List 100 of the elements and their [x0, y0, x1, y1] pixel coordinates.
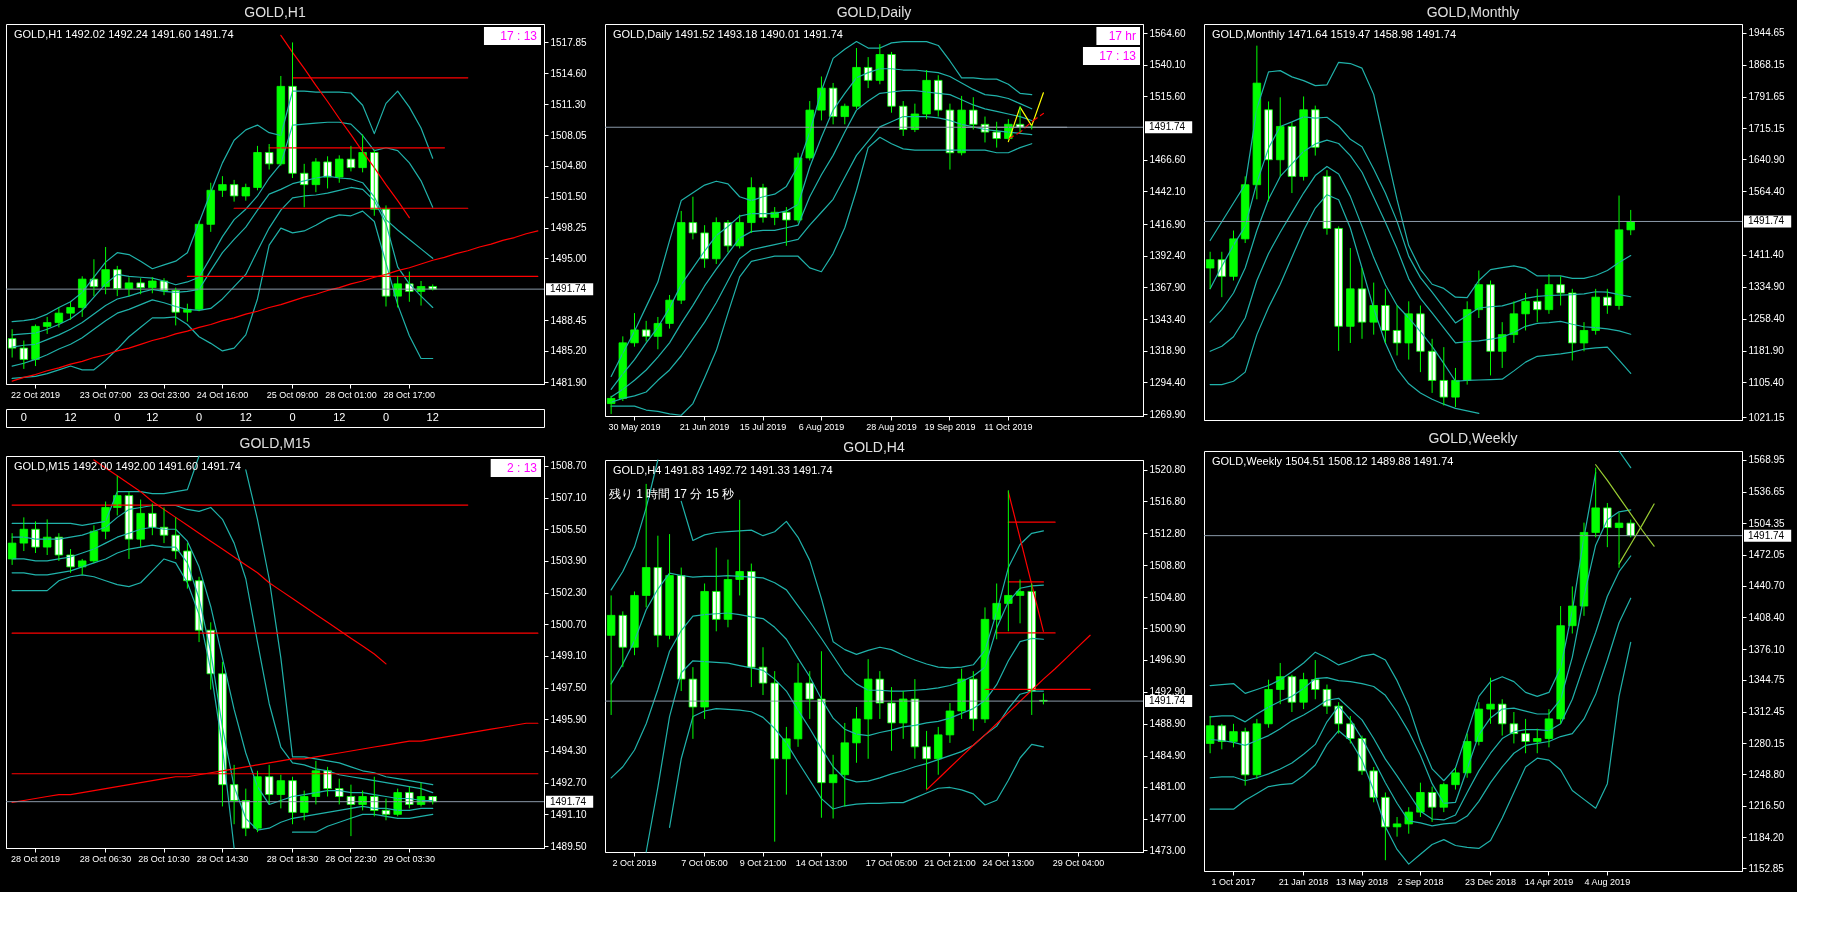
- ref-line-label: 1491.74: [1748, 215, 1785, 227]
- y-tick-label: 1504.80: [1149, 591, 1187, 603]
- chart-subtitle: GOLD,H4 1491.83 1492.72 1491.33 1491.74: [613, 464, 833, 476]
- chart-title: GOLD,Daily: [836, 4, 912, 20]
- y-tick-label: 1488.90: [1149, 718, 1187, 730]
- y-tick-label: 1181.90: [1748, 345, 1785, 356]
- chart-subtitle: GOLD,Monthly 1471.64 1519.47 1458.98 1491.74: [1212, 28, 1457, 40]
- y-tick-label: 1280.15: [1748, 737, 1786, 749]
- x-tick-label: 13 May 2018: [1335, 876, 1389, 887]
- y-tick-label: 1516.80: [1149, 495, 1187, 507]
- x-tick-label: 28 Oct 2019: [10, 853, 61, 864]
- category-label: 0: [20, 411, 27, 423]
- y-tick-label: 1312.45: [1748, 706, 1786, 718]
- x-tick-label: 28 Oct 14:30: [196, 853, 249, 864]
- x-tick-label: 28 Oct 17:00: [383, 389, 436, 400]
- y-tick-label: 1640.90: [1748, 153, 1786, 165]
- category-label: 0: [114, 411, 121, 423]
- x-tick-label: 24 Oct 13:00: [982, 857, 1035, 868]
- annotation: 17 hr: [1108, 29, 1136, 43]
- category-label: 12: [333, 411, 346, 423]
- y-tick-label: 1466.60: [1149, 154, 1187, 166]
- chart-subtitle: GOLD,H1 1492.02 1492.24 1491.60 1491.74: [14, 28, 234, 40]
- y-tick-label: 1440.70: [1748, 580, 1786, 592]
- y-tick-label: 1536.65: [1748, 486, 1786, 498]
- y-tick-label: 1408.40: [1748, 611, 1786, 623]
- x-tick-label: 28 Aug 2019: [866, 421, 917, 432]
- y-tick-label: 1504.80: [550, 160, 588, 172]
- y-tick-label: 1477.00: [1149, 813, 1187, 825]
- y-tick-label: 1499.10: [550, 650, 588, 662]
- y-tick-label: 1481.90: [550, 376, 588, 388]
- y-tick-label: 1564.40: [1748, 185, 1786, 197]
- x-tick-label: 22 Oct 2019: [10, 389, 61, 400]
- y-tick-label: 1502.30: [550, 587, 588, 599]
- y-tick-label: 1568.95: [1748, 454, 1786, 466]
- ref-line-label: 1491.74: [550, 283, 587, 295]
- y-tick-label: 1868.15: [1748, 59, 1786, 71]
- chart-title: GOLD,Weekly: [1428, 430, 1518, 447]
- x-tick-label: 28 Oct 18:30: [266, 853, 319, 864]
- y-tick-label: 1248.80: [1748, 768, 1786, 780]
- x-tick-label: 28 Oct 01:00: [325, 389, 377, 400]
- x-tick-label: 14 Apr 2019: [1524, 876, 1574, 887]
- y-tick-label: 1216.50: [1748, 800, 1786, 812]
- y-tick-label: 1504.35: [1748, 517, 1786, 529]
- y-tick-label: 1472.05: [1748, 549, 1786, 561]
- y-tick-label: 1505.50: [550, 523, 588, 535]
- category-label: 12: [426, 411, 439, 423]
- y-tick-label: 1481.00: [1149, 781, 1187, 793]
- y-tick-label: 1442.10: [1149, 185, 1187, 197]
- y-tick-label: 1514.60: [550, 67, 588, 79]
- y-tick-label: 1517.85: [550, 36, 588, 48]
- x-tick-label: 1 Oct 2017: [1211, 876, 1256, 887]
- x-tick-label: 23 Dec 2018: [1465, 876, 1517, 887]
- y-tick-label: 1507.10: [550, 492, 588, 504]
- y-tick-label: 1540.10: [1149, 59, 1187, 71]
- x-tick-label: 2 Oct 2019: [612, 857, 657, 868]
- category-label: 12: [64, 411, 77, 423]
- y-tick-label: 1021.15: [1748, 411, 1786, 423]
- ref-line-label: 1491.74: [1149, 121, 1186, 133]
- x-tick-label: 6 Aug 2019: [798, 421, 845, 432]
- x-tick-label: 30 May 2019: [608, 421, 661, 432]
- y-tick-label: 1269.90: [1149, 408, 1187, 420]
- x-tick-label: 15 Jul 2019: [739, 421, 787, 432]
- chart-title: GOLD,H1: [244, 4, 306, 20]
- x-tick-label: 2 Sep 2018: [1397, 876, 1444, 887]
- category-label: 12: [239, 411, 252, 423]
- y-tick-label: 1515.60: [1149, 90, 1187, 102]
- x-tick-label: 7 Oct 05:00: [681, 857, 728, 868]
- x-tick-label: 19 Sep 2019: [924, 421, 976, 432]
- y-tick-label: 1484.90: [1149, 750, 1187, 762]
- x-tick-label: 28 Oct 10:30: [138, 853, 190, 864]
- x-tick-label: 21 Oct 21:00: [924, 857, 976, 868]
- chart-title: GOLD,M15: [239, 435, 311, 452]
- y-tick-label: 1495.90: [550, 713, 588, 725]
- y-tick-label: 1392.40: [1149, 250, 1187, 262]
- y-tick-label: 1520.80: [1149, 464, 1187, 476]
- annotation: 17 : 13: [500, 29, 538, 43]
- y-tick-label: 1497.50: [550, 682, 588, 694]
- x-tick-label: 4 Aug 2019: [1584, 876, 1631, 887]
- ref-line-label: 1491.74: [550, 795, 587, 807]
- chart-subtitle: GOLD,Weekly 1504.51 1508.12 1489.88 1491.74: [1212, 455, 1454, 467]
- y-tick-label: 1343.40: [1149, 313, 1187, 325]
- x-tick-label: 21 Jun 2019: [679, 421, 730, 432]
- x-tick-label: 28 Oct 22:30: [325, 853, 377, 864]
- x-tick-label: 23 Oct 23:00: [138, 389, 190, 400]
- y-tick-label: 1511.30: [550, 98, 587, 110]
- annotation: 2 : 13: [506, 461, 538, 475]
- y-tick-label: 1944.65: [1748, 27, 1786, 39]
- y-tick-label: 1492.90: [1149, 686, 1187, 698]
- x-tick-label: 24 Oct 16:00: [196, 389, 249, 400]
- category-label: 12: [146, 411, 159, 423]
- y-tick-label: 1473.00: [1149, 844, 1187, 856]
- chart-subtitle: GOLD,Daily 1491.52 1493.18 1490.01 1491.74: [613, 28, 843, 40]
- y-tick-label: 1294.40: [1149, 376, 1187, 388]
- y-tick-label: 1500.90: [1149, 622, 1187, 634]
- y-tick-label: 1564.60: [1149, 27, 1187, 39]
- y-tick-label: 1495.00: [550, 252, 588, 264]
- y-tick-label: 1488.45: [550, 314, 588, 326]
- y-tick-label: 1512.80: [1149, 527, 1187, 539]
- y-tick-label: 1318.90: [1149, 345, 1187, 357]
- y-tick-label: 1508.70: [550, 460, 588, 472]
